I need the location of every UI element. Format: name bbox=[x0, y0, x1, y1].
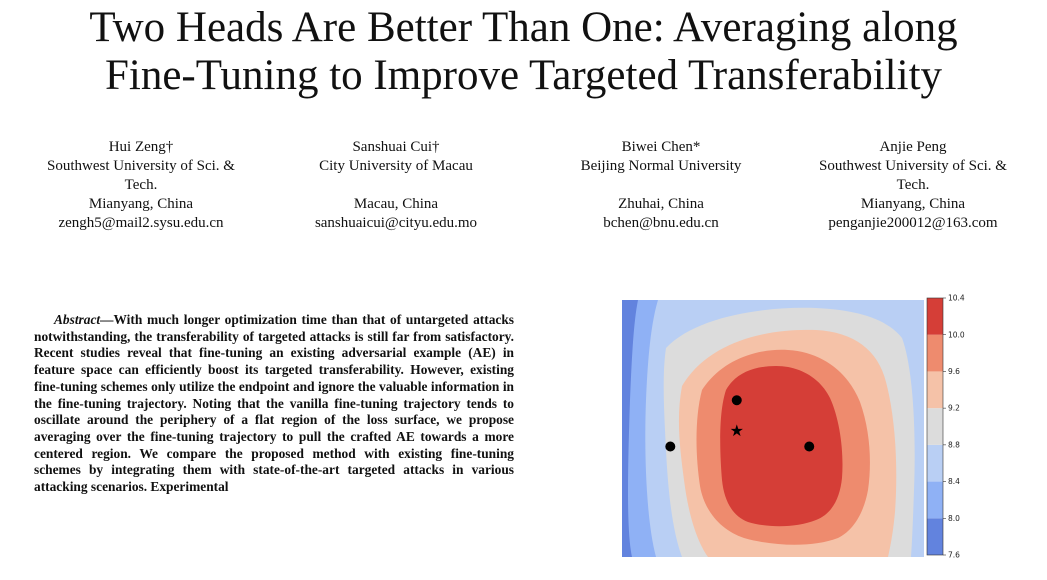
title-line-2: Fine-Tuning to Improve Targeted Transfer… bbox=[104, 52, 943, 99]
colorbar-tick-label: 9.6 bbox=[948, 367, 960, 376]
contour-figure: ★ 10.4 10.0 9.6 9.2 8.8 8.4 8.0 7.6 bbox=[616, 290, 976, 570]
colorbar-segment-5 bbox=[927, 334, 943, 372]
title-line-1: Two Heads Are Better Than One: Averaging… bbox=[89, 4, 958, 51]
author-email: bchen@bnu.edu.cn bbox=[603, 215, 719, 231]
colorbar-tick-label: 7.6 bbox=[948, 551, 960, 560]
contour-plot-area: ★ bbox=[622, 300, 924, 557]
abstract-lead: Abstract— bbox=[54, 312, 114, 327]
colorbar-segment-6 bbox=[927, 298, 943, 335]
author-name: Anjie Peng bbox=[879, 139, 947, 155]
author-affiliation: Beijing Normal University bbox=[580, 158, 742, 174]
author-email: sanshuaicui@cityu.edu.mo bbox=[314, 215, 478, 231]
colorbar-segment-4 bbox=[927, 371, 943, 409]
author-name: Biwei Chen* bbox=[621, 139, 701, 155]
colorbar-tick-label: 10.4 bbox=[948, 294, 965, 303]
author-city: Zhuhai, China bbox=[618, 196, 704, 212]
author-4: Anjie Peng Southwest University of Sci. … bbox=[788, 138, 1038, 233]
marker-star: ★ bbox=[730, 421, 744, 440]
colorbar-tick-label: 8.8 bbox=[948, 440, 960, 449]
marker-point-0 bbox=[731, 395, 742, 406]
author-affiliation-cont: Tech. bbox=[896, 177, 930, 193]
abstract-text: With much longer optimization time than … bbox=[34, 312, 514, 495]
colorbar-frame bbox=[926, 297, 944, 556]
author-city: Mianyang, China bbox=[860, 196, 966, 212]
colorbar-segment-2 bbox=[927, 444, 943, 482]
colorbar-segment-3 bbox=[927, 408, 943, 445]
colorbar-segment-0 bbox=[927, 518, 943, 555]
author-city: Macau, China bbox=[353, 196, 439, 212]
colorbar-tick-label: 9.2 bbox=[948, 404, 960, 413]
author-affiliation: City University of Macau bbox=[319, 158, 473, 174]
contour-plot: ★ 10.4 10.0 9.6 9.2 8.8 8.4 8.0 7.6 bbox=[622, 294, 965, 560]
author-affiliation-cont: Tech. bbox=[124, 177, 158, 193]
author-city: Mianyang, China bbox=[88, 196, 194, 212]
colorbar-tick-label: 8.4 bbox=[948, 477, 960, 486]
contour-band-10.0-10.4 bbox=[720, 366, 843, 527]
author-name: Hui Zeng† bbox=[108, 139, 174, 155]
marker-point-1 bbox=[665, 441, 676, 452]
author-2: Sanshuai Cui† City University of Macau M… bbox=[271, 138, 521, 233]
author-email: penganjie200012@163.com bbox=[828, 215, 998, 231]
colorbar-segment-1 bbox=[927, 481, 943, 519]
author-name: Sanshuai Cui† bbox=[352, 139, 440, 155]
marker-point-2 bbox=[804, 441, 815, 452]
chart-markers: ★ bbox=[665, 395, 815, 452]
author-affiliation: Southwest University of Sci. & bbox=[819, 158, 1007, 174]
colorbar: 10.4 10.0 9.6 9.2 8.8 8.4 8.0 7.6 bbox=[926, 294, 965, 560]
author-3: Biwei Chen* Beijing Normal University Zh… bbox=[536, 138, 786, 233]
author-affiliation: Southwest University of Sci. & bbox=[47, 158, 235, 174]
colorbar-tick-label: 8.0 bbox=[948, 514, 960, 523]
paper-title: Two Heads Are Better Than One: Averaging… bbox=[0, 4, 1047, 100]
colorbar-tick-label: 10.0 bbox=[948, 330, 965, 339]
author-1: Hui Zeng† Southwest University of Sci. &… bbox=[16, 138, 266, 233]
author-block: Hui Zeng† Southwest University of Sci. &… bbox=[0, 138, 1047, 248]
abstract: Abstract—With much longer optimization t… bbox=[34, 312, 514, 496]
author-email: zengh5@mail2.sysu.edu.cn bbox=[58, 215, 224, 231]
